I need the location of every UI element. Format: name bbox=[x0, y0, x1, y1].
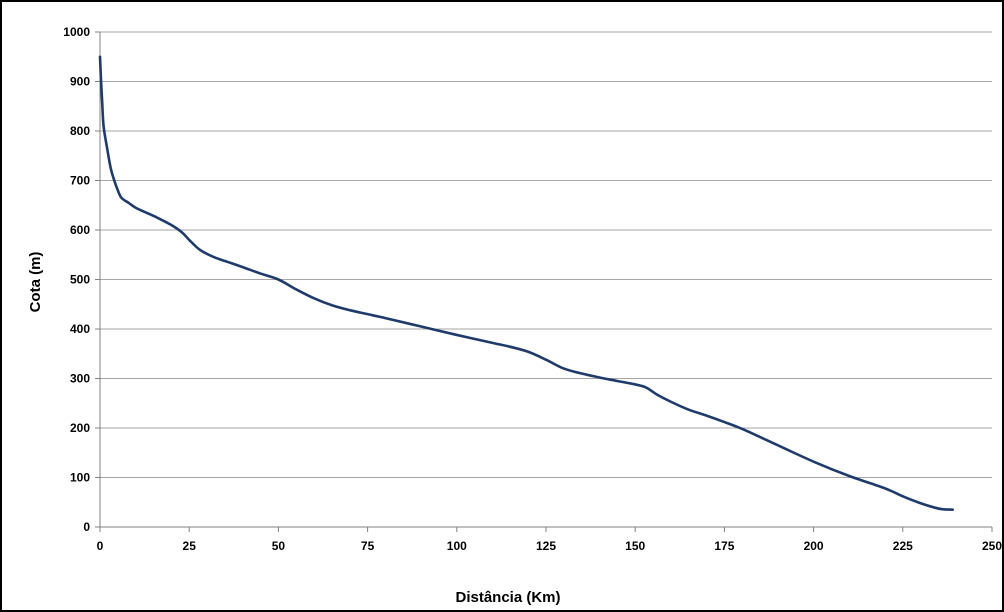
y-tick-label: 300 bbox=[70, 372, 90, 386]
x-tick-label: 50 bbox=[272, 539, 286, 553]
y-tick-label: 0 bbox=[83, 520, 90, 534]
y-tick-label: 400 bbox=[70, 322, 90, 336]
x-axis-title: Distância (Km) bbox=[455, 589, 560, 606]
y-tick-label: 700 bbox=[70, 174, 90, 188]
axes bbox=[95, 31, 993, 532]
x-tick-label: 25 bbox=[183, 539, 197, 553]
series-line-0 bbox=[98, 55, 955, 511]
x-tick-label: 125 bbox=[536, 539, 556, 553]
tick-labels: 0 100 200 300 400 500 600 700 800 900 1000 0 25 50 75 1… bbox=[63, 25, 1002, 553]
y-tick-label: 1000 bbox=[63, 25, 90, 39]
x-tick-label: 200 bbox=[804, 539, 824, 553]
y-tick-label: 100 bbox=[70, 471, 90, 485]
y-tick-label: 200 bbox=[70, 421, 90, 435]
x-tick-label: 150 bbox=[625, 539, 645, 553]
x-tick-label: 175 bbox=[714, 539, 734, 553]
y-tick-label: 800 bbox=[70, 124, 90, 138]
x-tick-label: 100 bbox=[447, 539, 467, 553]
series-layer bbox=[98, 55, 955, 511]
x-tick-label: 250 bbox=[982, 539, 1002, 553]
x-tick-label: 225 bbox=[893, 539, 913, 553]
y-axis-title: Cota (m) bbox=[27, 252, 44, 313]
y-tick-label: 600 bbox=[70, 223, 90, 237]
x-tick-label: 0 bbox=[97, 539, 104, 553]
y-tick-label: 900 bbox=[70, 75, 90, 89]
y-tick-label: 500 bbox=[70, 273, 90, 287]
x-tick-label: 75 bbox=[361, 539, 375, 553]
gridlines bbox=[100, 31, 992, 478]
